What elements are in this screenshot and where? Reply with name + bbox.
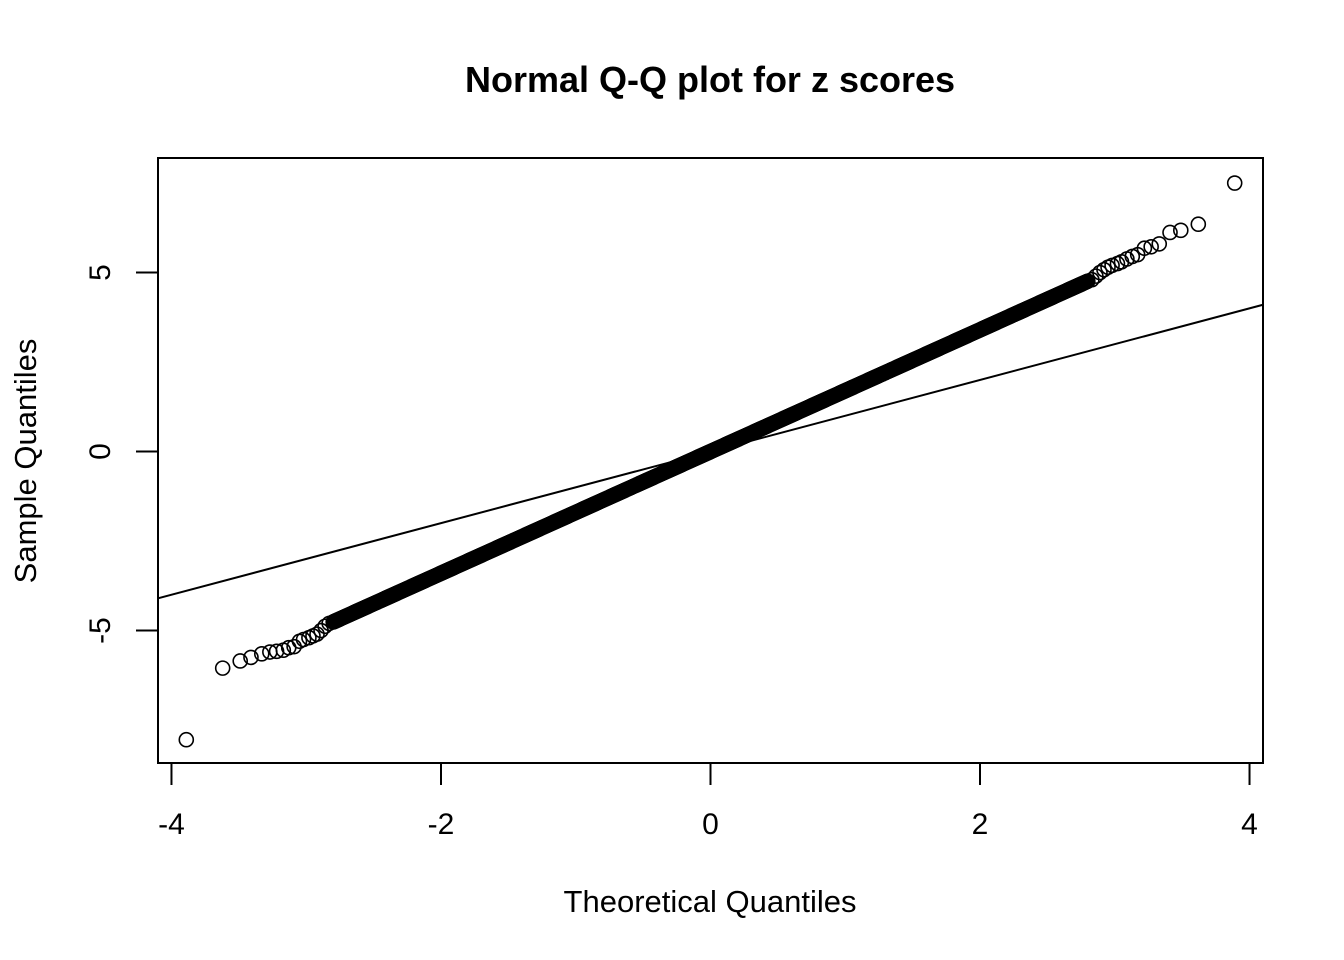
x-axis: -4 -2 0 2 4 — [158, 762, 1258, 841]
data-point — [1190, 216, 1207, 233]
data-point — [232, 653, 249, 669]
data-point — [1092, 264, 1108, 281]
x-tick-label: 4 — [1241, 808, 1258, 841]
y-axis-label: Sample Quantiles — [8, 339, 43, 584]
data-point — [178, 731, 195, 748]
y-tick-label: 0 — [84, 443, 117, 460]
data-point — [1162, 224, 1178, 241]
data-point — [1172, 222, 1189, 239]
data-point — [1136, 240, 1153, 257]
data-point — [321, 615, 337, 632]
x-tick-label: 2 — [972, 808, 989, 841]
x-axis-label: Theoretical Quantiles — [564, 884, 857, 919]
y-tick-label: -5 — [84, 617, 117, 644]
data-point — [1143, 238, 1159, 255]
data-point — [309, 626, 325, 642]
y-axis: -5 0 5 — [84, 264, 159, 644]
x-tick-label: -4 — [158, 808, 185, 841]
data-point — [214, 660, 231, 676]
plot-frame — [157, 157, 1264, 764]
chart-title: Normal Q-Q plot for z scores — [465, 59, 955, 100]
data-point — [1096, 261, 1112, 278]
data-point — [1226, 175, 1243, 191]
data-point — [253, 646, 270, 662]
data-point — [317, 618, 333, 635]
y-tick-label: 5 — [84, 264, 117, 281]
x-tick-label: 0 — [702, 808, 719, 841]
x-tick-label: -2 — [428, 808, 455, 841]
data-point — [1151, 236, 1168, 252]
data-point — [243, 649, 259, 666]
data-points — [178, 175, 1243, 748]
